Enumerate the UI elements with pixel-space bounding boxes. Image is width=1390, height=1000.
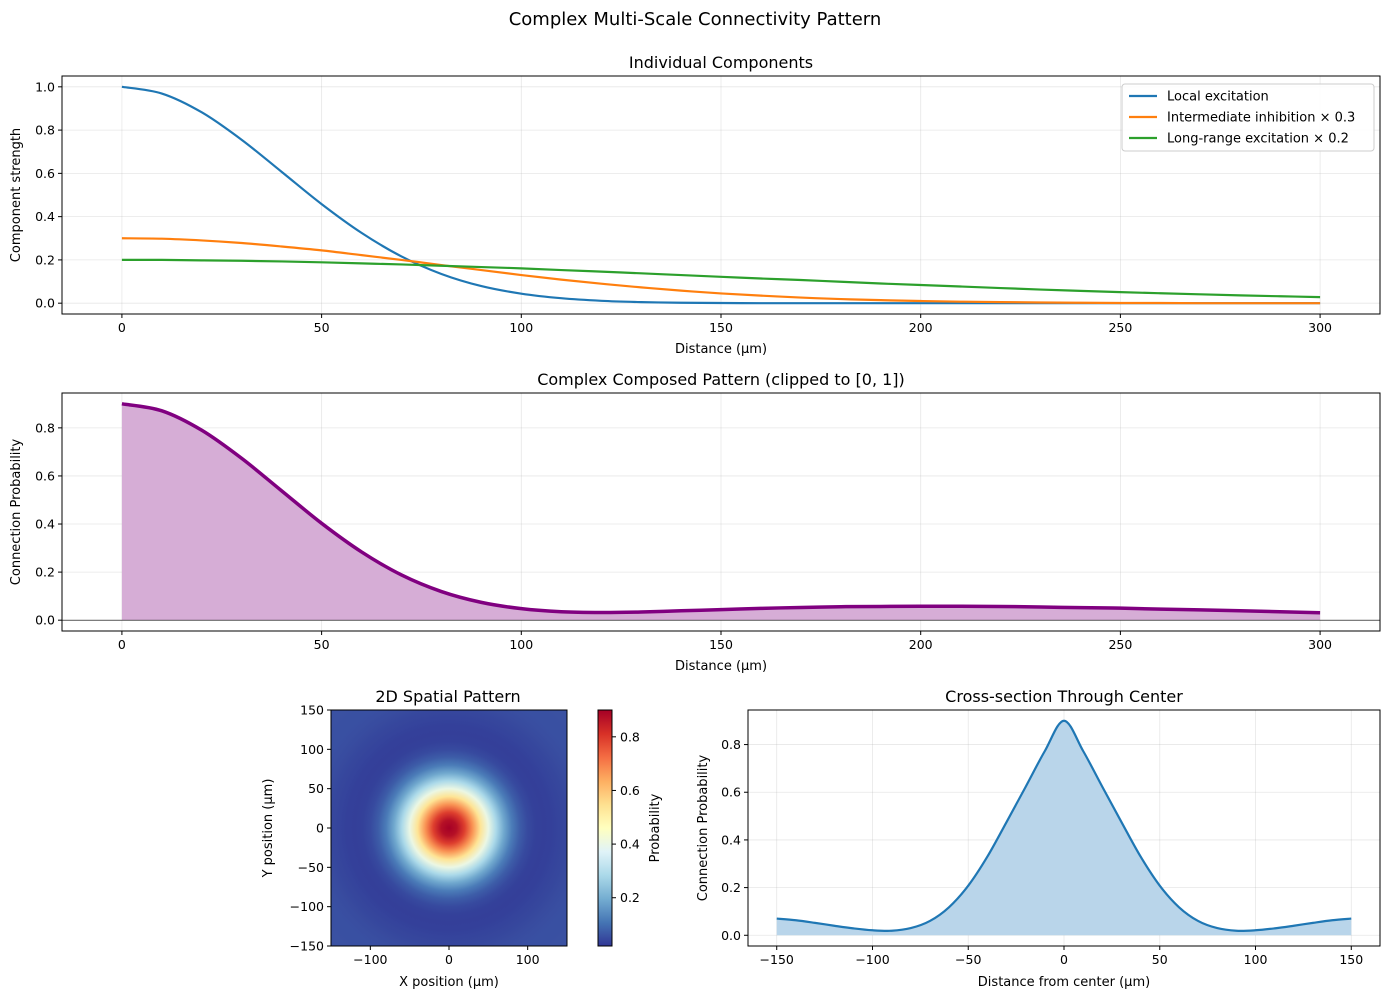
x-tick-label: −100 — [353, 952, 387, 967]
components-legend: Local excitation Intermediate inhibition … — [1121, 83, 1375, 152]
colorbar-tick-label: 0.8 — [620, 729, 640, 744]
x-tick-label: −50 — [955, 952, 981, 967]
spatial-title: 2D Spatial Pattern — [375, 687, 520, 706]
composed-title: Complex Composed Pattern (clipped to [0,… — [537, 370, 905, 389]
y-tick-label: 50 — [308, 781, 324, 796]
x-tick-label: 100 — [509, 320, 533, 335]
x-tick-label: 150 — [709, 637, 733, 652]
colorbar-tick-label: 0.2 — [620, 890, 640, 905]
colorbar — [597, 709, 613, 947]
colorbar-label: Probability — [648, 793, 663, 862]
composed-line — [121, 402, 1321, 615]
composed-y-ticks: 0.0 0.2 0.4 0.6 0.8 — [35, 420, 62, 628]
spatial-panel: 2D Spatial Pattern −100 0 100 −150 −100 −50 0… — [261, 687, 663, 990]
x-tick-label: 100 — [516, 952, 540, 967]
y-tick-label: 0 — [316, 821, 324, 836]
y-tick-label: 0.6 — [35, 468, 55, 483]
y-tick-label: −100 — [290, 899, 324, 914]
components-y-ticks: 0.0 0.2 0.4 0.6 0.8 1.0 — [35, 79, 62, 311]
x-tick-label: 50 — [1152, 952, 1168, 967]
spatial-heatmap — [331, 710, 567, 946]
y-tick-label: −150 — [290, 939, 324, 954]
cross-title: Cross-section Through Center — [945, 687, 1183, 706]
cross-area-fill — [776, 720, 1352, 936]
spatial-y-ticks: −150 −100 −50 0 50 100 150 — [290, 703, 331, 954]
composed-x-ticks: 0 50 100 150 200 250 300 — [118, 631, 1332, 652]
y-tick-label: 0.2 — [721, 880, 741, 895]
y-tick-label: 0.0 — [35, 613, 55, 628]
y-tick-label: 0.8 — [35, 420, 55, 435]
x-tick-label: −100 — [855, 952, 889, 967]
x-tick-label: 50 — [314, 320, 330, 335]
x-tick-label: 200 — [909, 637, 933, 652]
y-tick-label: 0.2 — [35, 565, 55, 580]
area-fill — [121, 403, 1321, 621]
composed-y-label: Connection Probability — [9, 438, 24, 585]
x-tick-label: 300 — [1308, 637, 1332, 652]
components-title: Individual Components — [629, 53, 813, 72]
y-tick-label: 0.6 — [721, 785, 741, 800]
cross-x-ticks: −150 −100 −50 0 50 100 150 — [760, 946, 1363, 967]
components-x-ticks: 0 50 100 150 200 250 300 — [118, 314, 1332, 335]
cross-y-ticks: 0.0 0.2 0.4 0.6 0.8 — [721, 737, 748, 943]
x-tick-label: 0 — [118, 320, 126, 335]
spatial-x-ticks: −100 0 100 — [353, 946, 540, 967]
y-tick-label: 0.0 — [721, 928, 741, 943]
legend-label: Intermediate inhibition × 0.3 — [1167, 111, 1355, 126]
figure-title: Complex Multi-Scale Connectivity Pattern — [509, 9, 882, 30]
x-tick-label: 50 — [314, 637, 330, 652]
colorbar-tick-label: 0.4 — [620, 837, 640, 852]
y-tick-label: 100 — [300, 742, 324, 757]
x-tick-label: −150 — [760, 952, 794, 967]
x-tick-label: 150 — [1339, 952, 1363, 967]
x-tick-label: 0 — [118, 637, 126, 652]
series-line-2 — [121, 237, 1321, 305]
series-line-3 — [121, 258, 1321, 299]
cross-panel: Cross-section Through Center −150 −100 −50… — [696, 687, 1381, 990]
y-tick-label: 0.0 — [35, 296, 55, 311]
spatial-x-label: X position (μm) — [399, 975, 499, 990]
x-tick-label: 300 — [1308, 320, 1332, 335]
cross-line — [776, 719, 1352, 932]
components-y-label: Component strength — [9, 128, 24, 262]
composed-x-label: Distance (μm) — [675, 659, 767, 674]
spatial-y-label: Y position (μm) — [261, 779, 276, 879]
composed-plot — [62, 402, 1380, 621]
colorbar-ticks: 0.2 0.4 0.6 0.8 — [612, 729, 640, 905]
colorbar-tick-label: 0.6 — [620, 783, 640, 798]
x-tick-label: 0 — [1060, 952, 1068, 967]
x-tick-label: 250 — [1108, 320, 1132, 335]
cross-y-label: Connection Probability — [696, 754, 711, 901]
cross-plot — [776, 719, 1352, 936]
y-tick-label: 1.0 — [35, 79, 55, 94]
x-tick-label: 0 — [445, 952, 453, 967]
components-lines — [121, 85, 1321, 305]
y-tick-label: 0.2 — [35, 252, 55, 267]
y-tick-label: 0.8 — [721, 737, 741, 752]
legend-label: Long-range excitation × 0.2 — [1167, 132, 1349, 147]
components-panel: Individual Components 0 50 100 150 200 250 300… — [9, 53, 1381, 357]
x-tick-label: 100 — [1244, 952, 1268, 967]
y-tick-label: 0.4 — [721, 832, 741, 847]
y-tick-label: −50 — [298, 860, 324, 875]
y-tick-label: 0.4 — [35, 517, 55, 532]
components-x-label: Distance (μm) — [675, 342, 767, 357]
y-tick-label: 150 — [300, 703, 324, 718]
legend-label: Local excitation — [1167, 90, 1269, 105]
y-tick-label: 0.4 — [35, 209, 55, 224]
x-tick-label: 250 — [1108, 637, 1132, 652]
x-tick-label: 150 — [709, 320, 733, 335]
legend-box — [1121, 83, 1375, 152]
y-tick-label: 0.6 — [35, 166, 55, 181]
cross-x-label: Distance from center (μm) — [978, 975, 1150, 990]
y-tick-label: 0.8 — [35, 123, 55, 138]
x-tick-label: 200 — [909, 320, 933, 335]
x-tick-label: 100 — [509, 637, 533, 652]
composed-panel: Complex Composed Pattern (clipped to [0,… — [9, 370, 1381, 674]
